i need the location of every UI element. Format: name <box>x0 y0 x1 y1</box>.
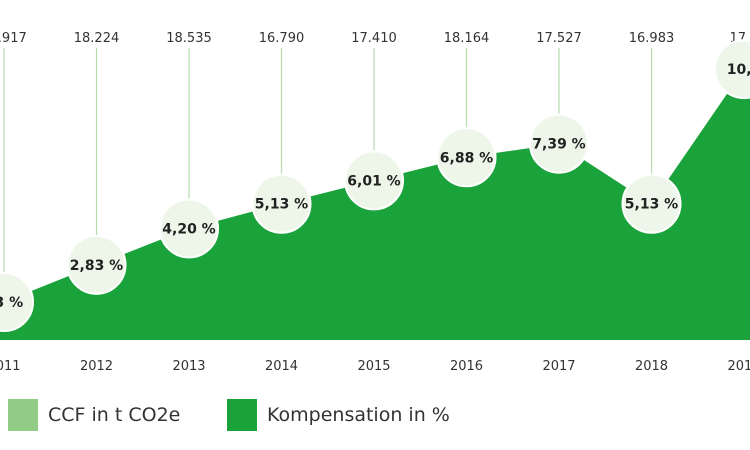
percent-label-2015: 6,01 % <box>347 173 400 189</box>
percent-bubble-2019: 10,2 <box>714 39 750 100</box>
legend-label-ccf: CCF in t CO2e <box>48 404 181 426</box>
bubble-circle-2011 <box>0 272 34 333</box>
legend-swatch-compensation <box>227 399 257 431</box>
ccf-label-2012: 18.224 <box>74 31 120 46</box>
legend-swatch-ccf <box>8 399 38 431</box>
ccf-label-2013: 18.535 <box>166 31 212 46</box>
bubble-circle-2012 <box>66 234 127 295</box>
year-label-2015: 2015 <box>357 359 390 374</box>
percent-bubble-2015: 6,01 % <box>344 150 404 211</box>
percent-label-2011: 43 % <box>0 295 23 311</box>
percent-label-2019: 10,2 <box>727 62 750 78</box>
year-label-2013: 2013 <box>172 359 205 374</box>
percent-label-2016: 6,88 % <box>440 150 493 166</box>
bubble-circle-2017 <box>529 113 589 174</box>
legend-item-compensation: Kompensation in % <box>227 397 450 433</box>
percent-bubble-2011: 43 % <box>0 272 34 333</box>
bubble-circle-2019 <box>714 39 750 100</box>
bubble-circle-2018 <box>621 173 682 234</box>
percent-bubble-2018: 5,13 % <box>621 173 682 234</box>
percent-bubble-2012: 2,83 % <box>66 234 127 295</box>
legend-label-compensation: Kompensation in % <box>267 404 450 426</box>
ccf-label-2017: 17.527 <box>536 31 582 46</box>
year-label-2016: 2016 <box>450 359 483 374</box>
bubble-circle-2013 <box>159 198 219 259</box>
bubble-circle-2014 <box>251 173 312 234</box>
ccf-labels: 17.917 18.224 18.535 16.790 17.410 18.164 17.5… <box>0 31 750 46</box>
year-label-2017: 2017 <box>542 359 575 374</box>
percent-label-2018: 5,13 % <box>625 197 678 213</box>
ccf-label-2014: 16.790 <box>259 31 305 46</box>
percent-bubbles: 43 % 2,83 % 4,20 % 5,13 % 6,01 % 6,88 % 7,39 %… <box>0 39 750 333</box>
percent-bubble-2013: 4,20 % <box>159 198 219 259</box>
ccf-label-2018: 16.983 <box>629 31 675 46</box>
year-labels: 2011 2012 2013 2014 2015 2016 2017 2018 2019 <box>0 359 750 374</box>
percent-bubble-2016: 6,88 % <box>436 127 497 188</box>
percent-bubble-2014: 5,13 % <box>251 173 312 234</box>
legend-item-ccf: CCF in t CO2e <box>8 397 180 433</box>
year-label-2011: 2011 <box>0 359 21 374</box>
percent-label-2012: 2,83 % <box>70 258 123 274</box>
bubble-circle-2016 <box>436 127 497 188</box>
percent-label-2014: 5,13 % <box>255 197 308 213</box>
percent-label-2013: 4,20 % <box>162 221 215 237</box>
percent-bubble-2017: 7,39 % <box>529 113 589 174</box>
ccf-label-2011: 17.917 <box>0 31 27 46</box>
percent-label-2017: 7,39 % <box>532 137 585 153</box>
bubble-circle-2015 <box>344 150 404 211</box>
ccf-label-2015: 17.410 <box>351 31 397 46</box>
year-label-2014: 2014 <box>265 359 298 374</box>
ccf-label-2016: 18.164 <box>444 31 490 46</box>
year-label-2018: 2018 <box>635 359 668 374</box>
year-label-2012: 2012 <box>80 359 113 374</box>
year-label-2019: 2019 <box>727 359 750 374</box>
